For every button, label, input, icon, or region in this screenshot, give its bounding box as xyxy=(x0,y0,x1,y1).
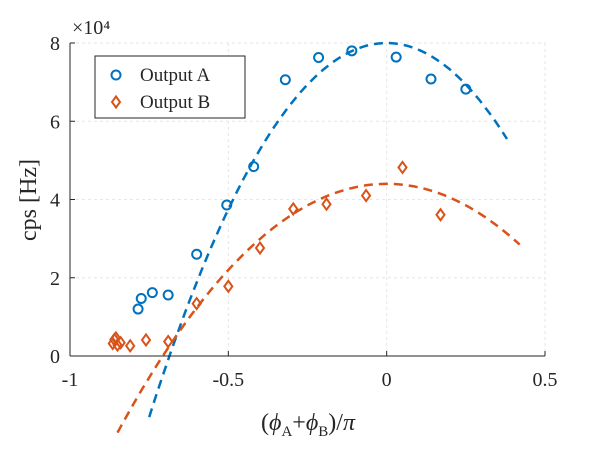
output-b-point xyxy=(288,201,299,217)
output-b-point xyxy=(254,240,266,256)
output-a-point xyxy=(460,83,472,95)
x-tick-label: 0.5 xyxy=(533,369,558,391)
output-b-point xyxy=(223,279,234,294)
y-tick-label: 2 xyxy=(50,268,60,290)
y-exponent-label: ×10⁴ xyxy=(72,17,110,39)
y-tick-label: 6 xyxy=(50,111,60,133)
output-b-point xyxy=(321,196,332,212)
output-a-point xyxy=(132,303,144,315)
output-b-point xyxy=(140,332,152,348)
y-tick-label: 8 xyxy=(50,33,60,55)
y-tick-label: 0 xyxy=(50,346,60,368)
fit-curve xyxy=(116,182,521,434)
output-a-point xyxy=(221,199,233,211)
output-a-point xyxy=(390,51,402,63)
legend-marker xyxy=(110,69,122,81)
output-a-point xyxy=(162,289,174,301)
output-a-point xyxy=(279,74,291,86)
output-b-point xyxy=(115,335,126,350)
data-markers xyxy=(107,45,472,354)
y-tick-label: 4 xyxy=(50,190,60,212)
output-a-point xyxy=(313,51,325,63)
output-b-point xyxy=(124,338,136,354)
output-a-point xyxy=(135,292,147,304)
y-axis-label: cps [Hz] xyxy=(16,159,42,241)
legend-marker xyxy=(110,94,122,110)
output-b-point xyxy=(435,207,446,222)
legend-label: Output B xyxy=(140,92,210,113)
fit-curves xyxy=(116,41,521,434)
output-a-point xyxy=(146,287,158,299)
x-tick-label: 0 xyxy=(382,369,392,391)
x-axis-label: (ϕA+ϕB)/π xyxy=(261,410,356,440)
legend: Output A Output B xyxy=(94,55,246,119)
output-b-point xyxy=(360,188,372,203)
output-b-point xyxy=(112,337,123,353)
output-a-point xyxy=(191,248,203,260)
x-tick-label: -0.5 xyxy=(212,369,244,391)
output-a-point xyxy=(248,161,260,173)
output-b-point xyxy=(397,160,408,175)
tick-labels: -1 -0.5 0 0.5 0 2 4 6 8 xyxy=(50,33,558,391)
output-b-point xyxy=(191,296,202,311)
legend-label: Output A xyxy=(140,65,210,86)
output-b-point xyxy=(162,334,174,349)
legend-box xyxy=(94,55,246,119)
output-a-point xyxy=(425,73,437,85)
output-a-point xyxy=(346,45,358,57)
output-b-point xyxy=(110,330,122,346)
fit-curve xyxy=(148,41,509,418)
x-tick-label: -1 xyxy=(62,369,79,391)
axis-ticks xyxy=(69,42,546,357)
